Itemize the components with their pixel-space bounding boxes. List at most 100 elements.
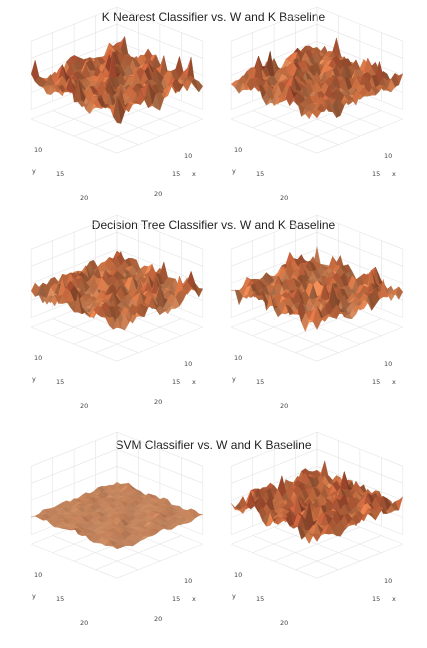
y-tick-label: 10 [234, 571, 242, 579]
grid-line [273, 526, 361, 562]
y-axis-label: y [32, 167, 36, 175]
x-tick-label: 20 [154, 398, 162, 406]
grid-line [231, 118, 318, 154]
grid-line [316, 6, 403, 42]
surface-mesh [230, 37, 404, 119]
y-tick-label: 10 [34, 354, 42, 362]
grid-line [52, 110, 139, 145]
y-tick-label: 15 [56, 595, 64, 603]
y-tick-label: 15 [56, 170, 64, 178]
axis-labels: 10 15 20 10 15 y x [232, 146, 396, 202]
surface-mesh [231, 460, 404, 544]
surface-cell [312, 319, 322, 330]
x-tick-label: 10 [184, 360, 192, 368]
grid-line [52, 318, 139, 353]
y-tick-label: 10 [234, 146, 242, 154]
grid-line [231, 214, 318, 250]
y-tick-label: 20 [280, 619, 288, 627]
grid-line [116, 118, 203, 154]
x-tick-label: 20 [154, 190, 162, 198]
chart-title-knn: K Nearest Classifier vs. W and K Baselin… [101, 10, 326, 24]
surface-mesh [31, 481, 203, 550]
axis-labels: 10 15 20 10 15 20 y x [32, 571, 196, 627]
grid-line [95, 535, 182, 570]
grid-line [31, 214, 118, 250]
grid-line [95, 318, 182, 353]
surface-cell [312, 108, 322, 119]
grid-line [295, 535, 382, 570]
grid-line [52, 535, 139, 570]
y-tick-label: 10 [34, 571, 42, 579]
axis-labels: 10 15 20 10 15 y x [232, 354, 396, 410]
chart-title-decision-tree: Decision Tree Classifier vs. W and K Bas… [91, 218, 336, 232]
surface-plot-tree-right: 10 15 20 10 15 y x [230, 214, 404, 410]
grid-line [295, 318, 382, 353]
x-tick-label: 15 [372, 378, 380, 386]
surface-plot-svm-left: 10 15 20 10 15 20 y x [30, 431, 204, 627]
axis-labels: 10 15 20 10 15 20 y x [32, 146, 196, 202]
y-tick-label: 15 [56, 378, 64, 386]
x-tick-label: 20 [154, 615, 162, 623]
surface-mesh [31, 250, 204, 331]
surface-mesh [31, 36, 203, 124]
grid-line [252, 110, 339, 145]
x-tick-label: 15 [172, 378, 180, 386]
grid-line [116, 214, 203, 250]
grid-line [31, 118, 118, 154]
y-tick-label: 15 [256, 595, 264, 603]
x-tick-label: 10 [184, 577, 192, 585]
y-tick-label: 20 [80, 194, 88, 202]
x-tick-label: 10 [384, 152, 392, 160]
grid-line [31, 431, 118, 467]
y-tick-label: 10 [234, 354, 242, 362]
grid-line [316, 326, 403, 362]
x-tick-label: 15 [172, 170, 180, 178]
x-axis-label: x [392, 170, 396, 178]
surface-plot-svm-right: 10 15 20 10 15 y x [230, 431, 404, 627]
grid-line [316, 543, 403, 579]
x-axis-label: x [192, 595, 196, 603]
chart-title-svm: SVM Classifier vs. W and K Baseline [115, 438, 312, 452]
y-tick-label: 15 [256, 170, 264, 178]
surface-plot-tree-left: 10 15 20 10 15 20 y x [30, 214, 204, 410]
x-tick-label: 15 [372, 595, 380, 603]
axis-labels: 10 15 20 10 15 20 y x [32, 354, 196, 410]
x-tick-label: 10 [384, 360, 392, 368]
y-tick-label: 20 [280, 194, 288, 202]
grid-line [252, 318, 339, 353]
grid-line [231, 543, 318, 579]
y-tick-label: 20 [80, 402, 88, 410]
x-tick-label: 10 [184, 152, 192, 160]
x-axis-label: x [192, 170, 196, 178]
surface-plot-knn-left: 10 15 20 10 15 20 y x [30, 6, 204, 202]
x-tick-label: 10 [384, 577, 392, 585]
surface-cell [312, 533, 322, 542]
grid-line [316, 118, 403, 154]
surface-cell [112, 96, 122, 124]
grid-line [95, 110, 182, 145]
axis-labels: 10 15 20 10 15 y x [232, 571, 396, 627]
grid-line [31, 326, 118, 362]
grid-line [273, 101, 361, 137]
y-axis-label: y [32, 592, 36, 600]
surface-plot-knn-right: 10 15 20 10 15 y x [230, 6, 404, 202]
grid-line [295, 110, 382, 145]
x-tick-label: 15 [172, 595, 180, 603]
grid-line [316, 214, 403, 250]
y-tick-label: 10 [34, 146, 42, 154]
grid-line [252, 535, 339, 570]
grid-line [231, 6, 318, 42]
grid-line [31, 543, 118, 579]
surface-mesh [231, 246, 403, 332]
grid-line [316, 431, 403, 467]
grid-line [116, 326, 203, 362]
y-axis-label: y [32, 375, 36, 383]
grid-line [116, 543, 203, 579]
surface-cell [112, 544, 122, 550]
grid-line [231, 431, 318, 467]
grid-line [116, 431, 203, 467]
grid-line [116, 6, 203, 42]
x-tick-label: 15 [372, 170, 380, 178]
y-axis-label: y [232, 167, 236, 175]
y-tick-label: 15 [256, 378, 264, 386]
